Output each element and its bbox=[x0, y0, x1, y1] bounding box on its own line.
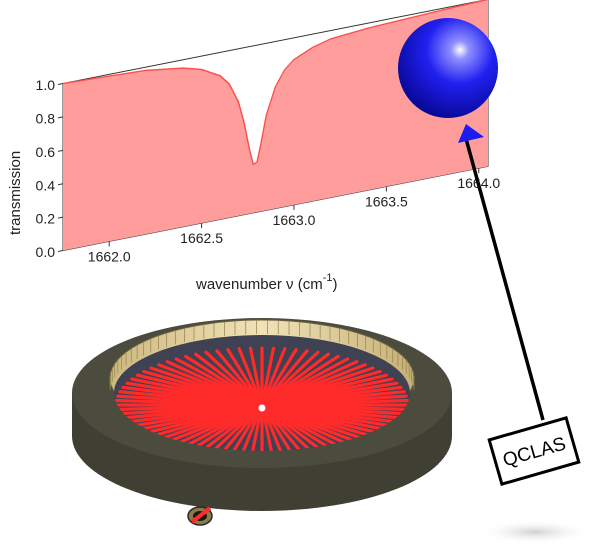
y-tick bbox=[58, 250, 63, 253]
spectrum-area-0 bbox=[63, 0, 488, 251]
x-axis-label-exponent: -1 bbox=[323, 272, 333, 284]
x-axis-label: wavenumber ν (cm-1) bbox=[195, 272, 337, 293]
transmission-plot bbox=[58, 0, 489, 253]
y-axis bbox=[58, 83, 63, 253]
y-tick bbox=[58, 149, 63, 152]
spectrum-line-0 bbox=[62, 0, 489, 166]
x-tick-label: 1663.5 bbox=[365, 193, 408, 209]
y-tick-label: 0.4 bbox=[36, 177, 56, 193]
x-tick-label: 1662.0 bbox=[88, 248, 131, 264]
balloon-knot bbox=[458, 124, 484, 143]
multipass-cell bbox=[72, 318, 452, 526]
x-tick-label: 1663.0 bbox=[273, 212, 316, 228]
balloon bbox=[398, 18, 498, 118]
y-tick bbox=[58, 116, 63, 119]
y-tick bbox=[58, 216, 63, 219]
y-tick-labels: 0.0 0.2 0.4 0.6 0.8 1.0 bbox=[36, 77, 56, 260]
x-axis bbox=[108, 168, 480, 247]
y-tick-label: 0.2 bbox=[36, 211, 56, 227]
balloon-string bbox=[463, 134, 545, 421]
y-axis-label: transmission bbox=[7, 151, 24, 235]
x-axis-label-close: ) bbox=[332, 276, 337, 293]
mirror-segments bbox=[109, 320, 415, 390]
spectrum-layer bbox=[62, 0, 489, 251]
qclas-box: QCLAS bbox=[487, 416, 581, 486]
y-tick-label: 0.6 bbox=[36, 144, 56, 160]
y-tick-label: 1.0 bbox=[36, 77, 56, 93]
ground-shadow bbox=[477, 520, 593, 544]
cell-center bbox=[258, 404, 266, 412]
y-tick-label: 0.8 bbox=[36, 111, 56, 127]
y-tick bbox=[58, 83, 63, 86]
y-tick bbox=[58, 183, 63, 186]
x-axis-label-main: wavenumber ν (cm bbox=[195, 276, 323, 293]
qclas-box-frame bbox=[487, 416, 581, 486]
y-tick-label: 0.0 bbox=[36, 244, 56, 260]
entrance-beam bbox=[190, 506, 212, 524]
x-tick-label: 1662.5 bbox=[180, 230, 223, 246]
